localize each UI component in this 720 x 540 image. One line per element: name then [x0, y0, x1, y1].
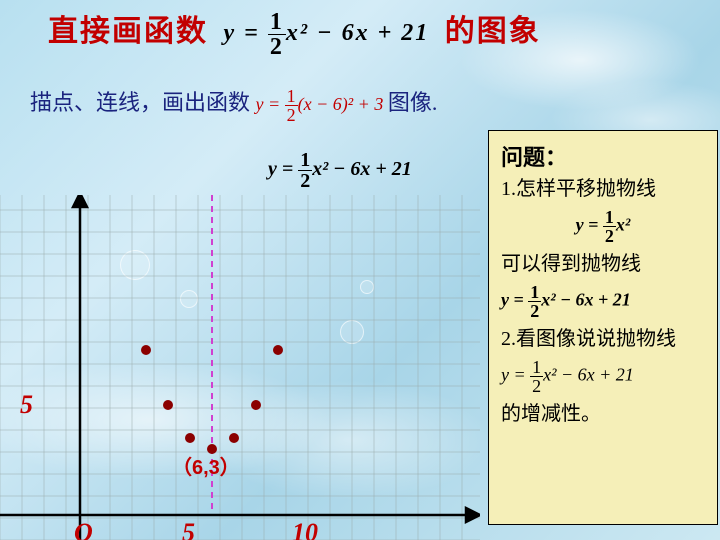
svg-text:10: 10 — [292, 518, 318, 540]
sidebar-f2: y = 12x² − 6x + 21 — [501, 283, 705, 320]
mid-formula: y = 12x² − 6x + 21 — [268, 150, 412, 191]
svg-text:5: 5 — [20, 390, 33, 419]
q1-line2: 可以得到抛物线 — [501, 249, 705, 279]
graph: O 5 10 5 （6,3） — [0, 195, 480, 540]
subtitle-before: 描点、连线，画出函数 — [30, 90, 250, 115]
subtitle-formula: y = 12(x − 6)² + 3 — [256, 94, 388, 114]
page-title: 直接画函数 y = 12x² − 6x + 21 的图象 — [48, 6, 541, 59]
subtitle: 描点、连线，画出函数 y = 12(x − 6)² + 3 图像. — [30, 85, 437, 124]
svg-text:O: O — [74, 518, 93, 540]
title-prefix: 直接画函数 — [48, 15, 208, 48]
q2-line2: 的增减性。 — [501, 399, 705, 429]
title-formula: y = 12x² − 6x + 21 — [224, 10, 430, 59]
svg-text:5: 5 — [182, 518, 195, 540]
sidebar-panel: 问题： 1.怎样平移抛物线 y = 12x² 可以得到抛物线 y = 12x² … — [488, 130, 718, 525]
title-suffix: 的图象 — [445, 15, 541, 48]
subtitle-after: 图像. — [388, 90, 438, 115]
sidebar-header: 问题： — [501, 141, 705, 174]
sidebar-f3: y = 12x² − 6x + 21 — [501, 358, 705, 395]
svg-text:（6,3）: （6,3） — [172, 456, 240, 479]
q2-line1: 2.看图像说说抛物线 — [501, 324, 705, 354]
q1-line1: 1.怎样平移抛物线 — [501, 174, 705, 204]
sidebar-f1: y = 12x² — [501, 208, 705, 245]
